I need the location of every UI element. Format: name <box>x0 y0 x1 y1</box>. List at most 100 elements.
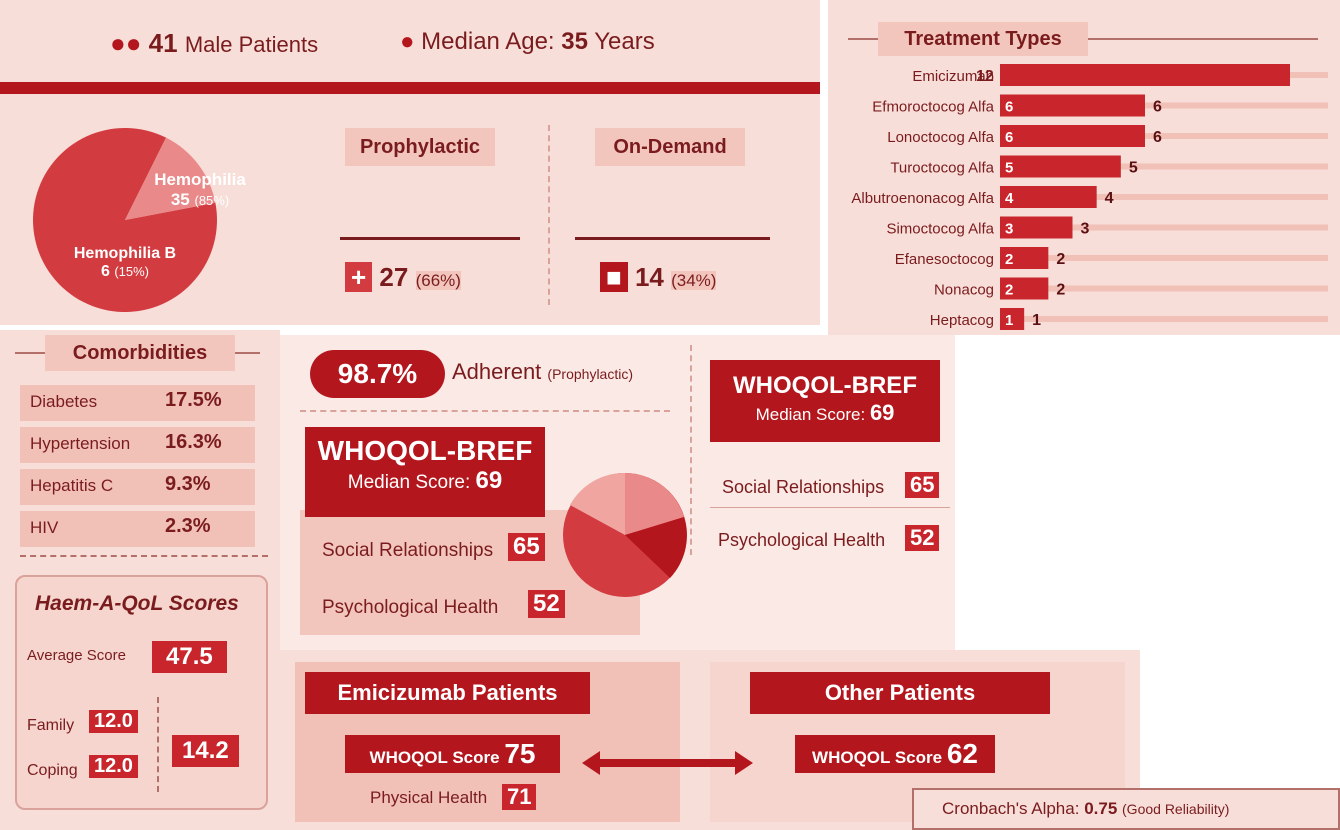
regimen-title: Prophylactic <box>345 128 495 166</box>
bar <box>1000 64 1290 86</box>
median-value: 69 <box>870 400 894 425</box>
domain-value: 65 <box>508 533 545 561</box>
treatment-name: Turoctocog Alfa <box>890 160 994 177</box>
regimen-percent: (34%) <box>671 271 716 290</box>
section-title: Comorbidities <box>45 335 235 371</box>
group-title: Other Patients <box>750 672 1050 714</box>
treatment-name: Efmoroctocog Alfa <box>872 99 994 116</box>
prophylactic-count: + 27 (66%) <box>345 262 461 293</box>
bar <box>1000 95 1145 117</box>
reliability-value: 0.75 <box>1084 799 1117 818</box>
treatment-name: Simoctocog Alfa <box>886 221 994 238</box>
average-value: 47.5 <box>152 641 227 673</box>
combined-value: 14.2 <box>172 735 239 767</box>
median-label: Median Score: <box>756 405 866 424</box>
reliability: Cronbach's Alpha: 0.75 (Good Reliability… <box>912 788 1340 830</box>
comorbidity-value: 16.3% <box>165 431 222 454</box>
bar-tag: 4 <box>1005 190 1014 207</box>
male-patients: ●● 41 Male Patients <box>110 28 318 59</box>
domain-value: 52 <box>528 590 565 618</box>
treatment-value: 1 <box>1032 312 1041 329</box>
whoqol-title-box: WHOQOL-BREF Median Score: 69 <box>305 427 545 517</box>
domain-value: 65 <box>905 472 939 498</box>
score-label: WHOQOL Score <box>812 748 942 767</box>
comorbidity-name: HIV <box>30 518 58 538</box>
bar-tag: 6 <box>1005 129 1013 146</box>
family-label: Family <box>27 717 74 735</box>
bar <box>1000 125 1145 147</box>
treatment-value: 3 <box>1081 221 1090 238</box>
domain-name: Social Relationships <box>722 477 884 498</box>
score-box: WHOQOL Score 62 <box>795 735 995 773</box>
comorbidity-value: 2.3% <box>165 515 211 538</box>
treatment-panel: Treatment Types Emicizumab12Efmoroctocog… <box>828 0 1340 335</box>
compare-arrow <box>580 748 755 778</box>
separator <box>157 697 159 792</box>
comorbidity-row: HIV 2.3% <box>20 511 255 547</box>
domain-name: Social Relationships <box>322 540 493 562</box>
adherence-value: 98.7% <box>310 350 445 398</box>
bar <box>1000 186 1097 208</box>
whoqol-title: WHOQOL-BREF <box>305 435 545 467</box>
separator <box>548 125 550 305</box>
treatment-value: 2 <box>1056 251 1065 268</box>
quality-panel: 98.7% Adherent (Prophylactic) WHOQOL-BRE… <box>280 335 955 650</box>
decorative-pie <box>560 470 690 600</box>
coping-label: Coping <box>27 762 78 780</box>
median-value: 69 <box>476 467 503 494</box>
treatment-name: Albutroenonacog Alfa <box>851 190 994 207</box>
bar-track <box>1000 255 1328 261</box>
sub-label: Physical Health <box>370 788 487 808</box>
family-value: 12.0 <box>89 710 138 733</box>
group-title: Emicizumab Patients <box>305 672 590 714</box>
comorbidity-name: Hepatitis C <box>30 476 113 496</box>
rule <box>710 507 950 508</box>
median-age: ● Median Age: 35 Years <box>400 28 655 56</box>
slice-name: Hemophilia <box>150 170 250 190</box>
regimen-title: On-Demand <box>595 128 745 166</box>
section-title: Treatment Types <box>878 22 1088 56</box>
bar-tag: 3 <box>1005 221 1013 238</box>
haem-title: Haem-A-QoL Scores <box>35 592 239 616</box>
bar-track <box>1000 316 1328 322</box>
score-value: 62 <box>947 738 978 769</box>
whoqol-right-box: WHOQOL-BREF Median Score: 69 <box>710 360 940 442</box>
rule <box>20 555 268 557</box>
domain-value: 52 <box>905 525 939 551</box>
slice-value: 35 <box>171 190 190 209</box>
bar <box>1000 156 1121 178</box>
treatment-value: 6 <box>1153 129 1162 146</box>
rule <box>300 410 670 412</box>
adherence-note: (Prophylactic) <box>547 366 633 382</box>
regimen-percent: (66%) <box>416 271 461 290</box>
hemophilia-pie <box>30 120 220 320</box>
comorbidity-value: 9.3% <box>165 473 211 496</box>
domain-name: Psychological Health <box>322 597 498 619</box>
haem-box: Haem-A-QoL Scores Average Score 47.5 Fam… <box>15 575 268 810</box>
median-label: Median Score: <box>348 472 471 493</box>
regimen-value: 27 <box>379 262 408 292</box>
bar-track <box>1000 286 1328 292</box>
separator <box>690 345 692 555</box>
slice-percent: (15%) <box>114 264 149 279</box>
adherence-text: Adherent <box>452 359 541 384</box>
coping-value: 12.0 <box>89 755 138 778</box>
male-label: Male Patients <box>185 32 318 57</box>
treatment-name: Efanesoctocog <box>895 251 994 268</box>
age-label: Median Age: <box>421 28 554 55</box>
bar-tag: 2 <box>1005 251 1013 268</box>
treatment-value: 5 <box>1129 160 1138 177</box>
page: ●● 41 Male Patients ● Median Age: 35 Yea… <box>0 0 1340 830</box>
male-count: 41 <box>149 28 178 58</box>
adherence-label: Adherent (Prophylactic) <box>452 359 633 385</box>
bar-tag: 1 <box>1005 312 1013 329</box>
pie-label-b: Hemophilia B 6 (15%) <box>70 245 180 281</box>
treatment-name: Lonoctocog Alfa <box>887 129 994 146</box>
sub-value: 71 <box>502 784 536 810</box>
age-unit: Years <box>594 28 655 55</box>
bar-tag: 2 <box>1005 282 1013 299</box>
slice-percent: (85%) <box>194 193 229 208</box>
bar-tag: 6 <box>1005 99 1013 116</box>
